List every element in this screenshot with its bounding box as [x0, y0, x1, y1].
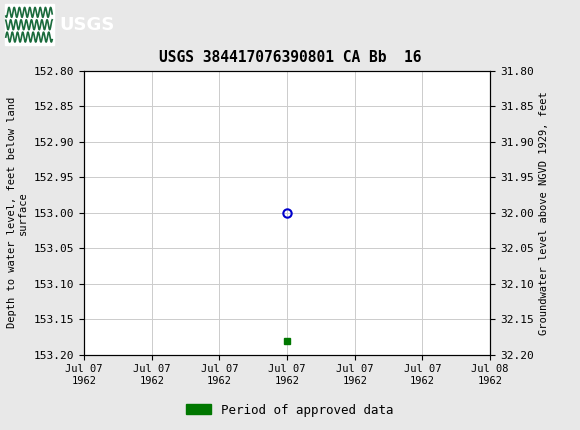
Text: USGS: USGS [59, 16, 114, 34]
Legend: Period of approved data: Period of approved data [181, 399, 399, 421]
Text: USGS 384417076390801 CA Bb  16: USGS 384417076390801 CA Bb 16 [159, 49, 421, 64]
Y-axis label: Groundwater level above NGVD 1929, feet: Groundwater level above NGVD 1929, feet [539, 91, 549, 335]
Y-axis label: Depth to water level, feet below land
surface: Depth to water level, feet below land su… [7, 97, 28, 329]
Bar [5, 4, 54, 46]
